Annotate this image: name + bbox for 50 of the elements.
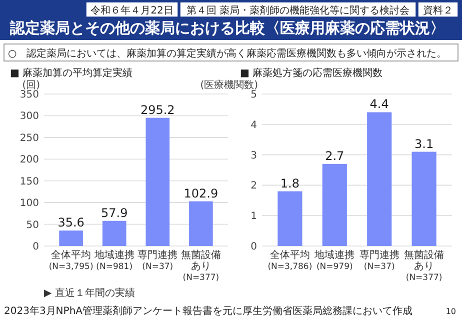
y-tick-label: 4 [250,120,257,131]
x-tick-label: 地域連携 (N=981) [93,249,134,272]
text: 令和６年４月22日 [90,4,174,16]
x-tick-label: 全体平均 (N=3,786) [268,249,312,272]
y-tick-label: 0 [250,242,257,252]
data-label: 57.9 [100,206,128,220]
text: 10 [446,307,456,316]
bar [278,191,302,246]
y-tick-label: 5 [250,90,257,100]
x-tick-label: 地域連携 (N=979) [314,249,355,272]
data-label: 102.9 [184,186,218,200]
text: 資料２ [423,4,453,16]
y-tick-label: 2 [250,180,257,192]
y-axis-title: (医療機関数) [200,79,258,91]
y-tick-label: 250 [20,132,39,144]
data-label: 35.6 [58,216,84,230]
y-tick-label: 3 [250,150,257,162]
bar [412,152,436,246]
y-tick-label: 50 [26,220,39,231]
bar [367,112,392,246]
text: 認定薬局とその他の薬局における比較〈医療用麻薬の応需状況〉 [9,19,445,37]
y-tick-label: 100 [20,198,39,210]
y-tick-label: 150 [20,176,39,188]
x-tick-label: 無菌設備あり (N=377) [180,249,221,283]
bar [146,118,170,246]
x-tick-label: 専門連携 (N=37) [138,249,178,272]
x-tick-label: 全体平均 (N=3,795) [48,249,94,272]
x-tick-label: 無菌設備あり (N=377) [404,249,444,283]
bar [59,230,83,246]
x-tick-label: 専門連携 (N=37) [359,249,400,272]
y-tick-label: 0 [32,242,39,252]
data-label: 295.2 [140,102,175,117]
data-label: 2.7 [325,148,344,163]
y-tick-label: 200 [20,154,39,166]
bar [102,220,126,246]
data-label: 4.4 [370,97,389,112]
text: ▶ 直近１年間の実績 [44,287,135,299]
data-label: 3.1 [414,136,434,151]
y-tick-label: 350 [20,90,39,100]
text: 2023年3月NPhA管理薬剤師アンケート報告書を元に厚生労働省医薬局総務課において作成 [4,305,413,317]
y-tick-label: 1 [250,211,257,222]
text: 第４回 薬局・薬剤師の機能強化等に関する検討会 [186,4,410,16]
y-tick-label: 300 [20,111,39,122]
bar [322,164,347,246]
data-label: 1.8 [280,176,300,190]
y-axis-title: (回) [22,80,40,91]
bar [189,201,213,246]
chart-title: ■ 麻薬加算の平均算定実績 [10,67,133,79]
chart-title: ■ 麻薬処方箋の応需医療機関数 [240,67,383,79]
text: ○ 認定薬局においては、麻薬加算の算定実績が高く麻薬応需医療機関数も多い傾向が示された。 [8,48,447,60]
